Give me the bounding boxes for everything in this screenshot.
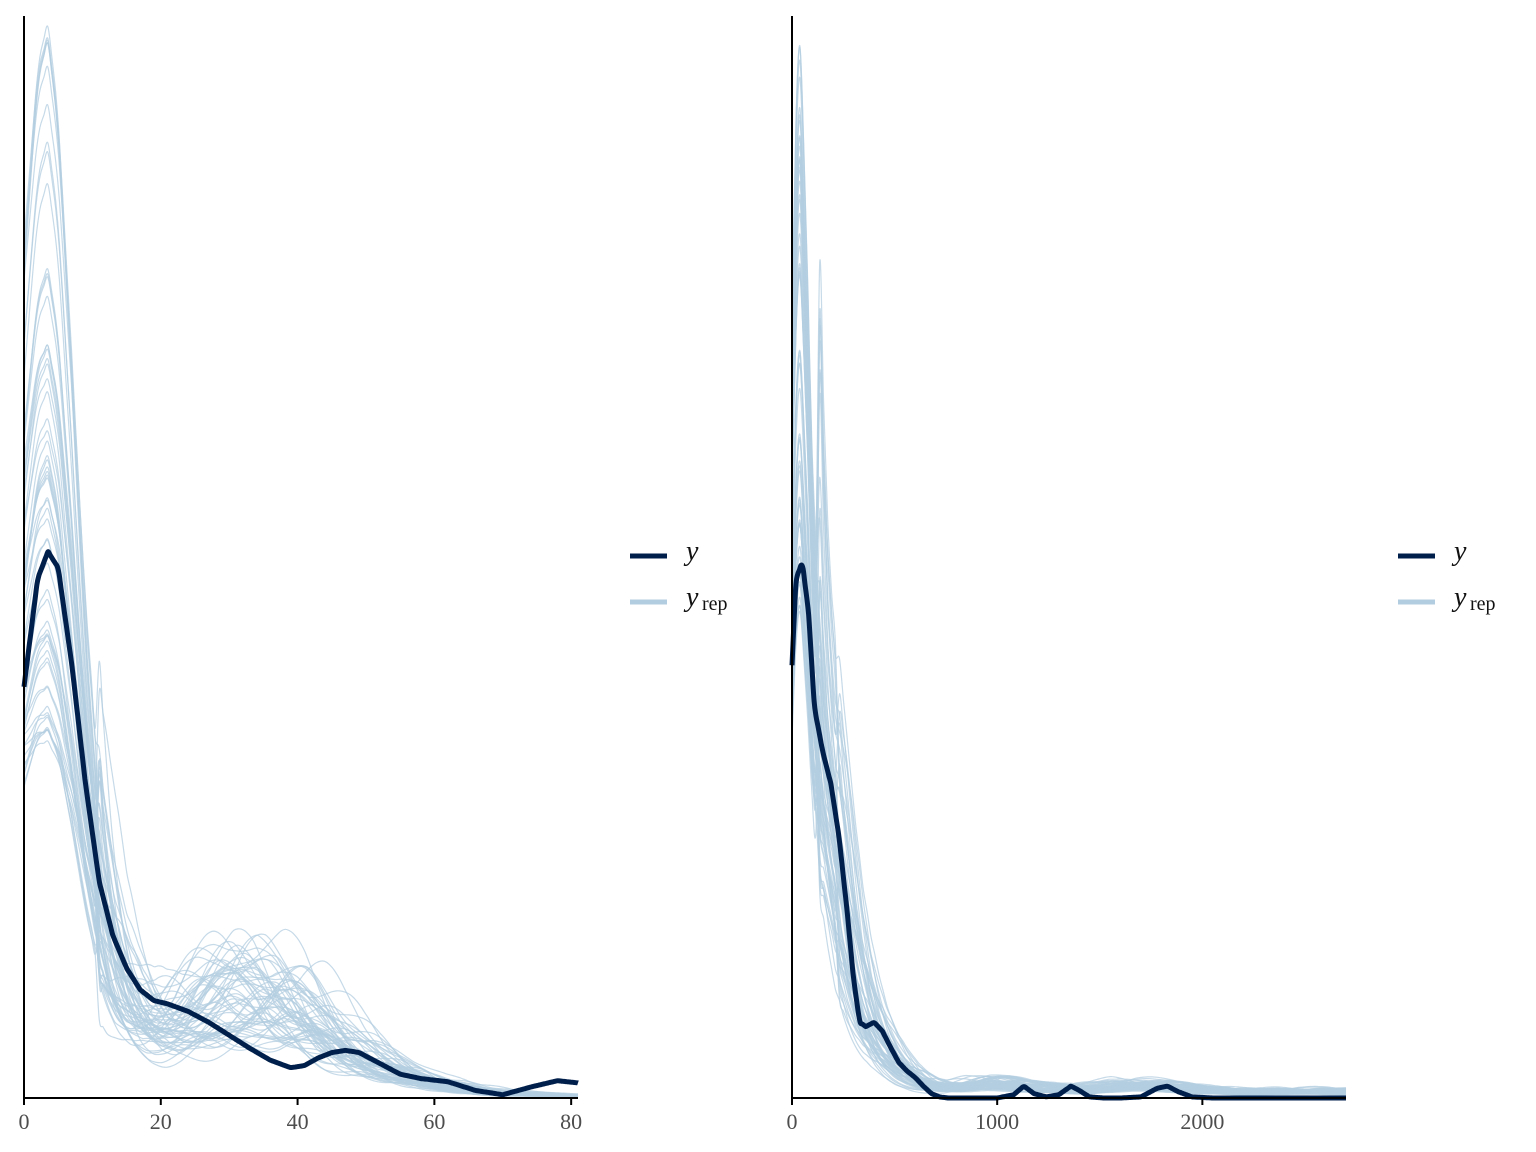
legend-sub-yrep-left: rep (702, 593, 728, 615)
legend-left: y y rep (630, 536, 728, 615)
density-panel-left: 0 20 40 60 80 y y rep (19, 16, 728, 1134)
x-tick-label: 1000 (975, 1109, 1019, 1134)
density-panel-right: 0 1000 2000 y y rep (787, 16, 1496, 1134)
x-tick-label: 60 (423, 1109, 445, 1134)
y-curve-left (21, 549, 579, 1098)
x-tick-label: 80 (560, 1109, 582, 1134)
legend-sub-yrep-right: rep (1470, 593, 1496, 615)
yrep-draw-line (791, 158, 1346, 1094)
legend-label-y-right: y (1451, 536, 1467, 567)
legend-label-y-left: y (683, 536, 699, 567)
x-ticks-left: 0 20 40 60 80 (19, 1098, 582, 1134)
x-tick-label: 2000 (1180, 1109, 1224, 1134)
x-tick-label: 0 (19, 1109, 30, 1134)
legend-label-yrep-right: y (1451, 582, 1467, 613)
yrep-draw-line (23, 65, 579, 1096)
x-tick-label: 40 (287, 1109, 309, 1134)
x-tick-label: 0 (787, 1109, 798, 1134)
x-ticks-right: 0 1000 2000 (787, 1098, 1224, 1134)
legend-right: y y rep (1398, 536, 1496, 615)
x-tick-label: 20 (150, 1109, 172, 1134)
y-observed-line (21, 549, 579, 1098)
legend-label-yrep-left: y (683, 582, 699, 613)
